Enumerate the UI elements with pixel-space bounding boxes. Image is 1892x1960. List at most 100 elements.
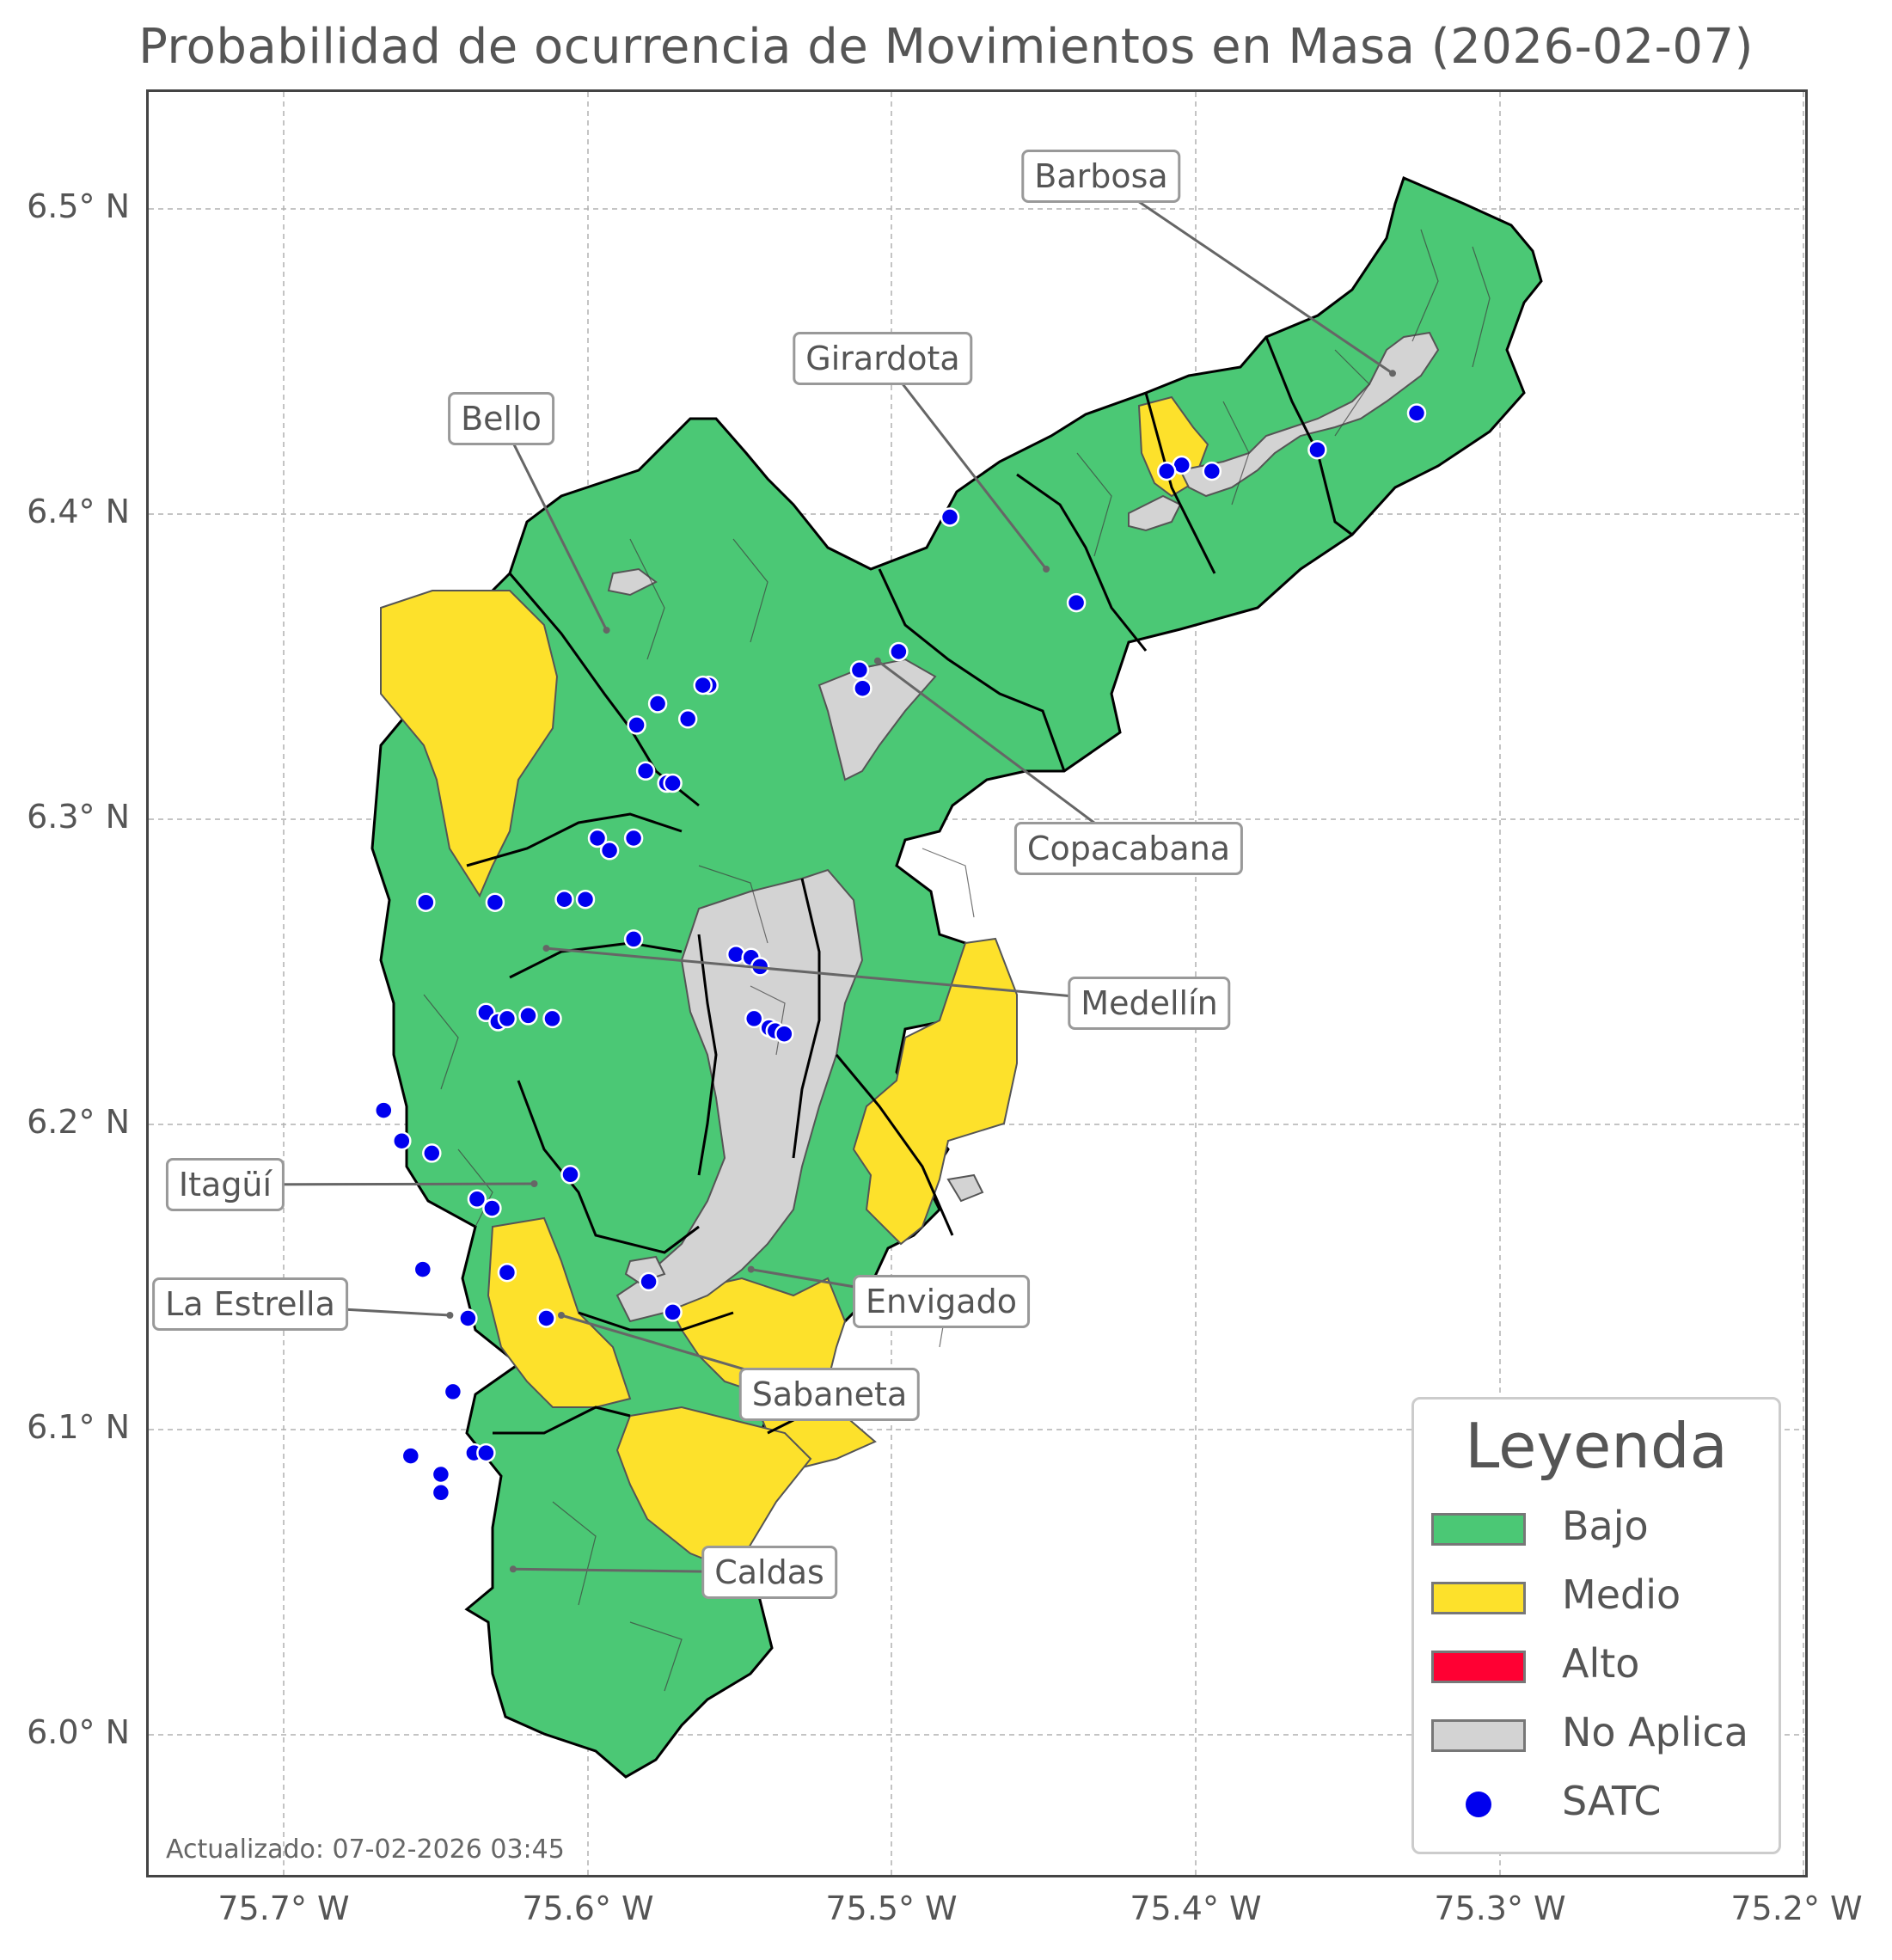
satc-station-marker xyxy=(422,1143,442,1163)
x-tick-label: 75.3° W xyxy=(1434,1890,1566,1927)
satc-station-marker xyxy=(635,761,656,781)
y-tick-label: 6.5° N xyxy=(27,187,130,225)
map-canvas xyxy=(149,92,1805,1875)
satc-station-marker xyxy=(467,1189,487,1210)
municipality-label: Medellín xyxy=(1068,977,1231,1030)
no-aplica-zones xyxy=(607,331,1440,1323)
satc-stations xyxy=(374,403,1427,1503)
callout-arrow xyxy=(499,418,608,631)
satc-station-marker xyxy=(431,1464,451,1485)
x-tick-label: 75.2° W xyxy=(1730,1890,1863,1927)
satc-station-marker xyxy=(775,1024,794,1044)
satc-station-marker xyxy=(575,889,596,910)
x-tick-label: 75.7° W xyxy=(217,1890,350,1927)
satc-station-marker xyxy=(1307,439,1327,460)
satc-station-marker xyxy=(940,507,960,527)
y-tick-label: 6.0° N xyxy=(27,1713,130,1751)
vereda-lines xyxy=(423,229,1491,1692)
callout-arrow-head xyxy=(509,1565,517,1573)
satc-station-marker xyxy=(1156,461,1177,481)
satc-station-marker xyxy=(497,1262,517,1283)
legend-item-no-aplica: No Aplica xyxy=(1431,1709,1766,1761)
y-tick-label: 6.3° N xyxy=(27,798,130,836)
y-tick-label: 6.2° N xyxy=(27,1103,130,1141)
legend: Leyenda Bajo Medio Alto No Aplica SATC xyxy=(1411,1397,1781,1854)
satc-station-marker xyxy=(663,773,683,793)
legend-item-satc: SATC xyxy=(1431,1778,1766,1829)
x-tick-label: 75.5° W xyxy=(825,1890,958,1927)
callout-arrow-head xyxy=(542,945,550,952)
callout-arrow-head xyxy=(873,657,881,665)
satc-station-marker xyxy=(542,1008,562,1029)
satc-station-marker xyxy=(587,828,608,848)
municipality-label: Girardota xyxy=(793,332,973,385)
callout-arrow-head xyxy=(1389,370,1396,377)
x-tick-label: 75.4° W xyxy=(1130,1890,1262,1927)
satc-station-marker xyxy=(599,841,620,861)
updated-timestamp: Actualizado: 07-02-2026 03:45 xyxy=(166,1834,565,1865)
callout-arrow-head xyxy=(558,1312,565,1319)
legend-label: Medio xyxy=(1562,1571,1681,1618)
legend-item-medio: Medio xyxy=(1431,1571,1766,1623)
municipality-label: Barbosa xyxy=(1021,150,1181,203)
legend-title: Leyenda xyxy=(1465,1410,1728,1482)
municipality-label: Copacabana xyxy=(1013,822,1244,875)
satc-station-marker xyxy=(663,1302,683,1322)
legend-swatch-alto xyxy=(1431,1651,1526,1683)
satc-station-marker xyxy=(482,1198,502,1218)
satc-station-marker xyxy=(431,1483,451,1503)
satc-station-marker xyxy=(416,892,436,912)
municipality-label: Itagüí xyxy=(165,1158,285,1211)
satc-station-marker xyxy=(392,1130,412,1151)
satc-station-marker xyxy=(374,1100,394,1120)
satc-station-marker xyxy=(849,660,870,680)
satc-station-marker xyxy=(1202,461,1222,481)
callout-arrow-head xyxy=(1043,566,1050,573)
callout-arrow-head xyxy=(603,627,610,634)
satc-station-marker xyxy=(693,675,713,695)
satc-station-marker xyxy=(476,1442,496,1463)
callout-arrow xyxy=(881,358,1048,570)
map-plot-area[interactable]: Barbosa Girardota Bello Copacabana Medellín I… xyxy=(146,89,1808,1877)
municipality-label: Bello xyxy=(448,392,554,445)
callout-arrow-head xyxy=(446,1312,454,1319)
y-tick-label: 6.1° N xyxy=(27,1408,130,1446)
satc-station-marker xyxy=(623,828,644,848)
satc-station-marker xyxy=(560,1165,580,1185)
satc-station-marker xyxy=(1406,403,1427,423)
satc-station-marker xyxy=(647,694,668,714)
satc-station-marker xyxy=(1066,592,1087,613)
satc-station-marker xyxy=(853,678,873,698)
y-tick-label: 6.4° N xyxy=(27,493,130,530)
satc-station-marker xyxy=(744,1008,764,1029)
x-tick-label: 75.6° W xyxy=(522,1890,654,1927)
satc-station-marker xyxy=(458,1308,478,1328)
legend-label: No Aplica xyxy=(1562,1709,1748,1755)
legend-marker-satc xyxy=(1466,1792,1491,1817)
municipality-label: Sabaneta xyxy=(738,1368,921,1421)
callout-arrow-head xyxy=(530,1180,538,1187)
callout-arrow xyxy=(546,946,1150,1005)
municipality-label: La Estrella xyxy=(152,1277,348,1331)
satc-station-marker xyxy=(518,1006,538,1026)
legend-swatch-bajo xyxy=(1431,1513,1526,1546)
satc-station-marker xyxy=(889,641,909,662)
municipality-label: Envigado xyxy=(853,1275,1030,1328)
municipality-label: Caldas xyxy=(701,1546,837,1599)
satc-station-marker xyxy=(497,1008,517,1029)
satc-station-marker xyxy=(677,709,698,729)
satc-station-marker xyxy=(443,1381,463,1402)
satc-station-marker xyxy=(536,1308,556,1328)
callout-arrow xyxy=(1100,175,1393,375)
legend-swatch-medio xyxy=(1431,1582,1526,1614)
satc-station-marker xyxy=(485,892,505,912)
legend-item-alto: Alto xyxy=(1431,1640,1766,1692)
satc-station-marker xyxy=(627,715,646,735)
satc-station-marker xyxy=(639,1271,658,1292)
satc-station-marker xyxy=(401,1446,421,1466)
callout-arrow xyxy=(877,659,1130,850)
map-title: Probabilidad de ocurrencia de Movimiento… xyxy=(138,19,1754,75)
legend-label: Bajo xyxy=(1562,1503,1649,1549)
legend-label: SATC xyxy=(1562,1778,1662,1824)
legend-item-bajo: Bajo xyxy=(1431,1503,1766,1554)
